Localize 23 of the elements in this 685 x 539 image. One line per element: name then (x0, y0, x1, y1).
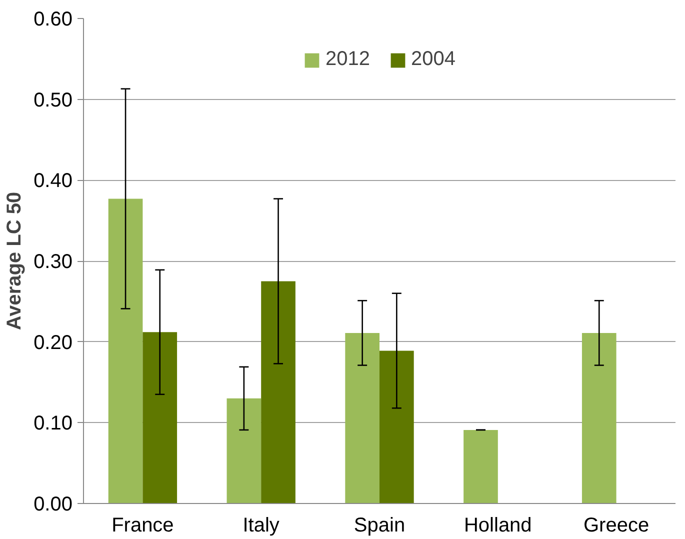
bar (142, 332, 178, 504)
bar (582, 332, 616, 504)
y-axis-title: Average LC 50 (4, 192, 26, 330)
bar (380, 350, 414, 504)
x-tick-label: Italy (242, 514, 280, 536)
y-tick-label: 0.50 (34, 89, 73, 112)
x-tick-label: Holland (464, 514, 532, 536)
y-tick-label: 0.60 (34, 8, 73, 30)
legend-label: 2012 (326, 48, 370, 71)
y-tick-label: 0.30 (34, 251, 73, 273)
bar (226, 398, 262, 504)
x-tick-label: France (112, 514, 174, 536)
x-tick-label: Greece (584, 514, 650, 536)
legend-label: 2004 (411, 48, 456, 71)
bar (108, 198, 143, 504)
y-tick-label: 0.40 (34, 170, 73, 192)
bar (464, 430, 498, 504)
x-tick-label: Spain (354, 514, 406, 536)
y-tick-label: 0.10 (34, 412, 73, 435)
y-tick-label: 0.00 (34, 494, 73, 516)
bar (261, 281, 296, 504)
y-tick-label: 0.20 (34, 332, 73, 354)
bar (345, 332, 380, 504)
